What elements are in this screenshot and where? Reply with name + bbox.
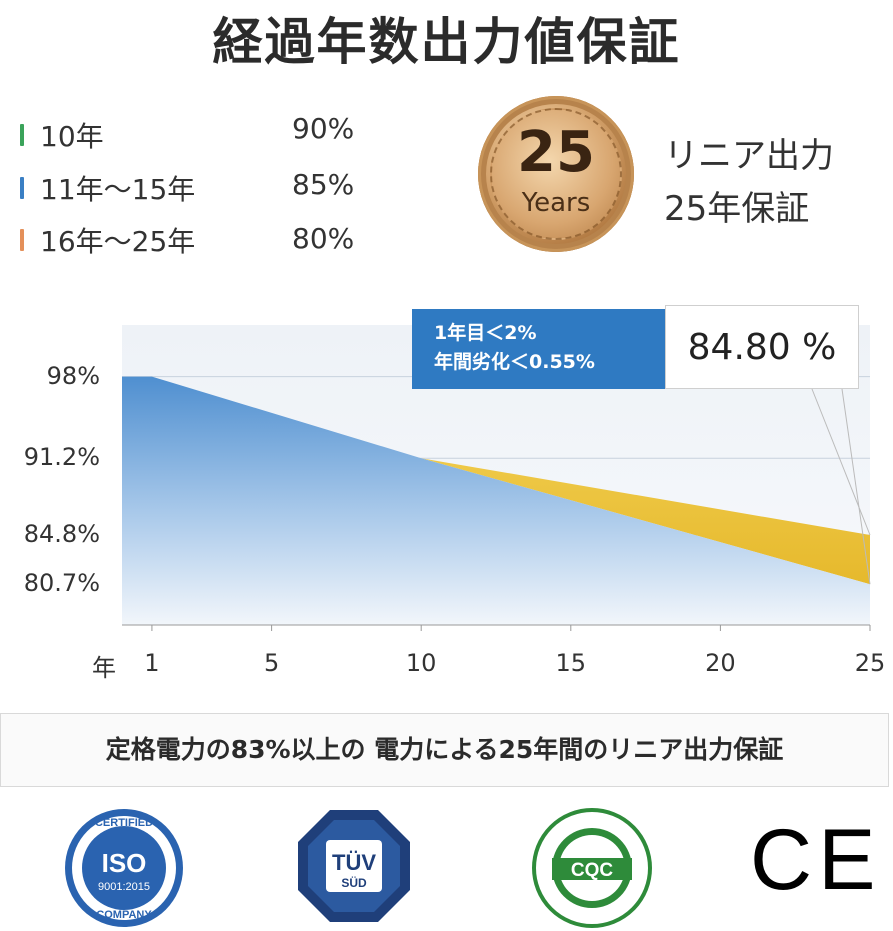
legend-marker-1 bbox=[20, 124, 24, 146]
callout-first-year: 1年目＜2% bbox=[434, 322, 537, 344]
x-tick-label-25: 25 bbox=[854, 649, 886, 677]
iso-bottom-text: COMPANY bbox=[96, 909, 152, 921]
y-tick-label-3: 80.7% bbox=[23, 569, 100, 598]
medal-word: Years bbox=[521, 188, 591, 218]
medal-inner-ring bbox=[490, 108, 622, 240]
callout-value: 84.80 % bbox=[665, 305, 859, 389]
x-tick-label-5: 5 bbox=[263, 649, 280, 677]
y-tick-label-2: 84.8% bbox=[23, 520, 100, 548]
iso-badge: CERTIFIED ISO 9001:2015 COMPANY bbox=[65, 809, 183, 927]
iso-number-text: 9001:2015 bbox=[98, 881, 150, 893]
legend-marker-3 bbox=[20, 229, 24, 251]
tuv-sud-badge: TÜV SÜD bbox=[298, 810, 410, 922]
warranty-line-1: リニア出力 bbox=[664, 136, 834, 176]
iso-top-text: CERTIFIED bbox=[95, 817, 153, 829]
x-tick-label-20: 20 bbox=[705, 649, 736, 677]
iso-main-text: ISO bbox=[102, 848, 147, 878]
page-title: 経過年数出力値保証 bbox=[212, 13, 681, 71]
y-tick-label-0: 98% bbox=[46, 361, 100, 390]
cqc-main-text: CQC bbox=[571, 860, 614, 881]
legend-marker-2 bbox=[20, 177, 24, 199]
ce-mark: CE bbox=[750, 812, 882, 908]
warranty-line-2: 25年保証 bbox=[664, 189, 810, 229]
tuv-bottom-text: SÜD bbox=[341, 875, 367, 890]
legend-label-1: 10年 bbox=[40, 120, 104, 153]
legend-value-2: 85% bbox=[292, 168, 355, 201]
series-output-area bbox=[122, 376, 870, 625]
medal-number: 25 bbox=[517, 120, 595, 185]
legend-value-1: 90% bbox=[292, 112, 355, 145]
x-axis-label: 年 bbox=[92, 654, 116, 682]
callout-annual: 年間劣化＜0.55% bbox=[434, 351, 595, 373]
legend-label-3: 16年～25年 bbox=[40, 225, 196, 258]
callout-leader-line-1 bbox=[841, 388, 871, 585]
legend-value-3: 80% bbox=[292, 222, 355, 255]
legend-label-2: 11年～15年 bbox=[40, 173, 196, 206]
x-tick-label-15: 15 bbox=[555, 649, 587, 677]
cqc-badge: CQC bbox=[532, 808, 652, 928]
25-years-medal: 25 Years bbox=[478, 96, 634, 252]
tuv-top-text: TÜV bbox=[332, 850, 376, 875]
callout-leader-line-0 bbox=[811, 388, 871, 536]
warranty-banner: 定格電力の83%以上の 電力による25年間のリニア出力保証 bbox=[0, 713, 889, 787]
x-tick-label-10: 10 bbox=[405, 649, 437, 677]
x-tick-label-1: 1 bbox=[144, 649, 160, 677]
y-tick-label-1: 91.2% bbox=[23, 443, 100, 472]
degradation-chart bbox=[122, 325, 871, 631]
degradation-callout: 1年目＜2% 年間劣化＜0.55% bbox=[412, 309, 665, 389]
